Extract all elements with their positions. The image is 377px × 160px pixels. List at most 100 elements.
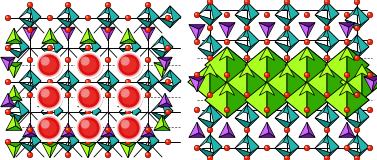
Polygon shape <box>285 82 329 118</box>
Circle shape <box>304 39 310 45</box>
Polygon shape <box>162 115 170 130</box>
Circle shape <box>165 79 171 85</box>
Polygon shape <box>42 85 52 100</box>
Circle shape <box>5 45 11 51</box>
Polygon shape <box>205 47 227 83</box>
Circle shape <box>285 56 287 58</box>
Circle shape <box>77 53 103 79</box>
Circle shape <box>66 58 68 60</box>
Polygon shape <box>80 115 90 130</box>
Polygon shape <box>42 143 58 147</box>
Circle shape <box>367 145 373 151</box>
Polygon shape <box>27 70 41 81</box>
Polygon shape <box>30 27 37 41</box>
Circle shape <box>116 115 142 141</box>
Polygon shape <box>120 63 130 78</box>
Polygon shape <box>345 35 357 48</box>
Polygon shape <box>267 47 289 83</box>
Polygon shape <box>275 118 291 129</box>
Polygon shape <box>30 17 41 28</box>
Polygon shape <box>275 148 291 159</box>
Circle shape <box>285 0 287 2</box>
Polygon shape <box>128 115 136 130</box>
Circle shape <box>194 39 200 45</box>
Polygon shape <box>287 105 299 123</box>
Polygon shape <box>159 82 173 92</box>
Polygon shape <box>127 36 141 47</box>
Polygon shape <box>119 36 130 48</box>
Polygon shape <box>244 29 259 41</box>
Polygon shape <box>148 130 159 146</box>
Polygon shape <box>23 27 32 41</box>
Circle shape <box>66 3 68 5</box>
Circle shape <box>6 80 8 82</box>
Polygon shape <box>154 63 170 67</box>
Polygon shape <box>128 85 136 100</box>
Polygon shape <box>259 133 275 137</box>
Polygon shape <box>275 29 287 42</box>
Polygon shape <box>284 135 299 147</box>
Circle shape <box>245 128 247 130</box>
Circle shape <box>47 15 53 21</box>
Polygon shape <box>151 100 162 112</box>
Circle shape <box>125 79 131 85</box>
Circle shape <box>28 58 30 60</box>
Circle shape <box>355 0 357 2</box>
Polygon shape <box>325 82 369 118</box>
Polygon shape <box>154 115 164 130</box>
Polygon shape <box>189 77 205 81</box>
Polygon shape <box>198 35 210 48</box>
Circle shape <box>166 80 168 82</box>
Circle shape <box>354 92 360 98</box>
Circle shape <box>324 155 330 160</box>
Circle shape <box>368 13 370 15</box>
Polygon shape <box>88 85 96 100</box>
Polygon shape <box>120 96 136 100</box>
Polygon shape <box>259 23 269 38</box>
Polygon shape <box>210 35 222 53</box>
Polygon shape <box>247 29 259 47</box>
Circle shape <box>344 72 350 78</box>
Polygon shape <box>189 122 199 137</box>
Polygon shape <box>14 63 22 78</box>
Polygon shape <box>23 123 32 137</box>
Polygon shape <box>97 18 111 28</box>
Polygon shape <box>80 143 90 158</box>
Circle shape <box>106 28 108 30</box>
Polygon shape <box>57 82 71 92</box>
Polygon shape <box>259 23 275 27</box>
Circle shape <box>325 93 327 95</box>
Polygon shape <box>108 141 119 152</box>
Polygon shape <box>154 126 170 130</box>
Circle shape <box>65 57 71 63</box>
Polygon shape <box>198 148 214 159</box>
Polygon shape <box>145 130 159 141</box>
Polygon shape <box>275 15 291 26</box>
Polygon shape <box>327 41 339 53</box>
Polygon shape <box>88 28 96 43</box>
Polygon shape <box>347 23 355 38</box>
Circle shape <box>367 72 373 78</box>
Polygon shape <box>284 29 299 41</box>
Circle shape <box>244 92 250 98</box>
Polygon shape <box>108 17 119 28</box>
Polygon shape <box>145 6 159 17</box>
Polygon shape <box>189 25 205 29</box>
Polygon shape <box>247 117 259 129</box>
Circle shape <box>305 108 307 110</box>
Circle shape <box>121 89 137 105</box>
Circle shape <box>244 127 250 133</box>
Circle shape <box>166 46 168 48</box>
Polygon shape <box>247 105 259 123</box>
Circle shape <box>48 140 50 142</box>
Polygon shape <box>19 6 30 18</box>
Polygon shape <box>188 64 210 100</box>
Polygon shape <box>105 130 119 141</box>
Polygon shape <box>245 82 267 118</box>
Polygon shape <box>8 93 15 107</box>
Circle shape <box>368 73 370 75</box>
Polygon shape <box>6 85 16 100</box>
Circle shape <box>5 109 11 115</box>
Polygon shape <box>159 82 173 92</box>
Polygon shape <box>80 143 96 147</box>
